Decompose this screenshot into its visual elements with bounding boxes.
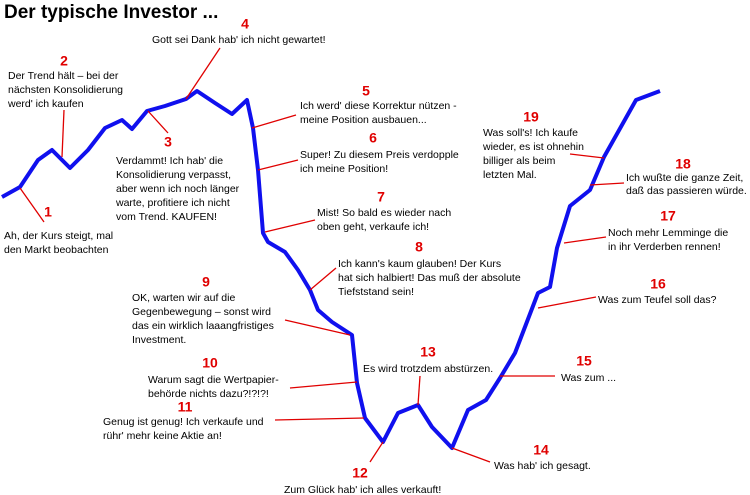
title: Der typische Investor ... <box>4 2 218 23</box>
leader-line <box>147 110 169 134</box>
leader-line <box>284 319 351 336</box>
step-text: Tiefststand sein! <box>338 286 414 298</box>
step-text: Gegenbewegung – sonst wird <box>132 306 271 318</box>
step-text: ich meine Position! <box>300 163 388 175</box>
step-text: Der Trend hält – bei der <box>8 70 119 82</box>
leader-line <box>369 441 384 463</box>
step-text: Konsolidierung verpasst, <box>116 169 231 181</box>
step-number: 19 <box>523 109 539 125</box>
step-number: 15 <box>576 353 592 369</box>
leader-line <box>185 47 221 100</box>
step-text: Noch mehr Lemminge die <box>608 227 728 239</box>
step-text: nächsten Konsolidierung <box>8 84 123 96</box>
step-text: warte, profitiere ich nicht <box>115 197 230 209</box>
step-number: 5 <box>362 83 370 99</box>
step-number: 14 <box>533 442 549 458</box>
step-text: rühr' mehr keine Aktie an! <box>103 430 222 442</box>
step-number: 7 <box>377 189 385 205</box>
step-text: Zum Glück hab' ich alles verkauft! <box>284 484 441 495</box>
leader-line <box>451 447 491 463</box>
step-text: OK, warten wir auf die <box>132 292 235 304</box>
step-text: Ah, der Kurs steigt, mal <box>4 230 113 242</box>
step-text: behörde nichts dazu?!?!?! <box>148 388 269 400</box>
leader-line <box>274 417 365 421</box>
step-number: 3 <box>164 134 172 150</box>
leader-line <box>264 219 316 233</box>
step-number: 11 <box>178 399 193 415</box>
leader-line <box>61 109 65 158</box>
leader-line <box>289 381 358 389</box>
leader-line <box>251 114 297 129</box>
leader-line <box>417 375 421 406</box>
step-text: Genug ist genug! Ich verkaufe und <box>103 416 264 428</box>
leader-line <box>563 236 607 244</box>
step-text: Super! Zu diesem Preis verdopple <box>300 149 459 161</box>
leader-line <box>257 159 299 171</box>
step-text: Verdammt! Ich hab' die <box>116 155 223 167</box>
leader-line <box>309 267 337 291</box>
step-number: 8 <box>415 239 423 255</box>
step-text: daß das passieren würde. <box>626 185 747 197</box>
step-text: oben geht, verkaufe ich! <box>317 221 429 233</box>
step-text: Was zum Teufel soll das? <box>598 294 717 306</box>
step-text: billiger als beim <box>483 155 556 167</box>
leader-line <box>19 187 45 223</box>
leader-line <box>589 182 625 186</box>
step-text: wieder, es ist ohnehin <box>482 141 584 153</box>
step-text: Was hab' ich gesagt. <box>494 460 591 472</box>
step-text: meine Position ausbauen... <box>300 114 427 126</box>
step-text: hat sich halbiert! Das muß der absolute <box>338 272 521 284</box>
step-number: 12 <box>352 465 368 481</box>
step-number: 13 <box>420 344 436 360</box>
step-number: 4 <box>241 16 249 32</box>
step-text: vom Trend. KAUFEN! <box>116 211 217 223</box>
step-text: aber wenn ich noch länger <box>116 183 240 195</box>
step-number: 17 <box>660 208 676 224</box>
step-number: 9 <box>202 274 210 290</box>
step-number: 1 <box>44 204 52 220</box>
step-number: 16 <box>650 276 666 292</box>
step-text: Investment. <box>132 334 186 346</box>
step-text: Ich werd' diese Korrektur nützen - <box>300 100 457 112</box>
step-number: 10 <box>202 355 218 371</box>
step-text: den Markt beobachten <box>4 244 109 256</box>
step-text: Warum sagt die Wertpapier- <box>148 374 279 386</box>
step-text: Ich kann's kaum glauben! Der Kurs <box>338 258 501 270</box>
step-text: Es wird trotzdem abstürzen. <box>363 363 493 375</box>
step-number: 18 <box>675 156 691 172</box>
step-text: Gott sei Dank hab' ich nicht gewartet! <box>152 34 326 46</box>
step-text: Was zum ... <box>561 372 616 384</box>
leader-line <box>569 153 605 159</box>
step-text: Mist! So bald es wieder nach <box>317 207 451 219</box>
step-text: Was soll's! Ich kaufe <box>483 127 578 139</box>
step-text: Ich wußte die ganze Zeit, <box>626 172 743 184</box>
step-number: 6 <box>369 130 377 146</box>
step-text: in ihr Verderben rennen! <box>608 241 721 253</box>
leader-line <box>537 296 597 309</box>
step-number: 2 <box>60 53 68 69</box>
step-text: letzten Mal. <box>483 169 537 181</box>
step-text: das ein wirklich laaangfristiges <box>132 320 274 332</box>
step-text: werd' ich kaufen <box>7 98 84 110</box>
